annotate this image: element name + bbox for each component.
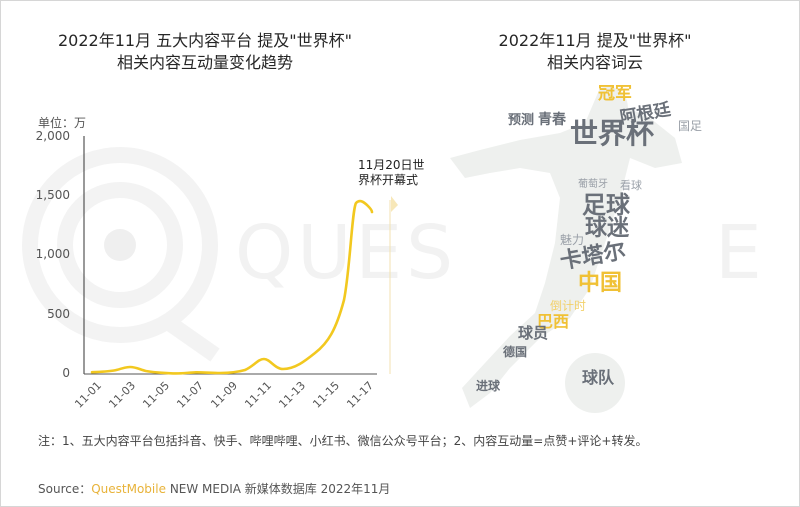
cloud-word: 看球 [620, 179, 642, 192]
cloud-word: 预测 [508, 113, 535, 128]
interaction-trend-line [90, 199, 374, 375]
cloud-word: 倒计时 [550, 299, 587, 313]
x-tick: 11-07 [174, 379, 206, 411]
x-tick: 11-05 [140, 379, 172, 411]
word-cloud-title-line2: 相关内容词云 [546, 53, 643, 72]
cloud-word: 巴西 [537, 312, 570, 331]
cloud-word: 球员 [518, 324, 549, 342]
y-tick: 1,500 [36, 188, 70, 202]
opening-ceremony-annotation: 11月20日世 界杯开幕式 [358, 158, 428, 188]
word-cloud: 世界杯 足球 球迷 卡塔尔 中国 阿根廷 国足 冠军 预测 青春 魅力 葡萄牙 … [450, 78, 750, 423]
player-silhouette [450, 86, 682, 413]
line-chart-title-line1: 2022年11月 五大内容平台 提及"世界杯" [58, 31, 352, 50]
cloud-word: 进球 [476, 379, 501, 393]
source-line: Source：QuestMobile NEW MEDIA 新媒体数据库 2022… [38, 480, 390, 497]
source-rest: NEW MEDIA 新媒体数据库 2022年11月 [169, 482, 391, 496]
x-tick: 11-17 [344, 379, 376, 411]
x-tick: 11-09 [208, 379, 240, 411]
cloud-word: 国足 [678, 119, 703, 133]
y-axis-unit-label: 单位：万 [38, 116, 87, 130]
y-tick: 0 [62, 366, 70, 380]
cloud-word: 魅力 [560, 233, 585, 247]
source-brand: QuestMobile [91, 482, 166, 496]
annotation-line2: 界杯开幕式 [358, 173, 419, 187]
source-prefix: Source： [38, 482, 92, 496]
y-tick: 2,000 [36, 129, 70, 143]
x-tick: 11-01 [72, 379, 104, 411]
event-marker-flag [391, 196, 398, 212]
word-cloud-title-line1: 2022年11月 提及"世界杯" [498, 31, 692, 50]
cloud-word: 德国 [503, 345, 528, 359]
cloud-word: 中国 [578, 271, 623, 296]
cloud-word: 球队 [582, 368, 615, 387]
y-tick: 1,000 [36, 247, 70, 261]
x-tick: 11-13 [276, 379, 308, 411]
line-chart-title-line2: 相关内容互动量变化趋势 [116, 53, 293, 72]
cloud-word: 球迷 [585, 216, 630, 241]
cloud-word: 世界杯 [570, 117, 655, 150]
word-cloud-title: 2022年11月 提及"世界杯" 相关内容词云 [430, 30, 760, 74]
x-tick: 11-15 [310, 379, 342, 411]
cloud-word: 青春 [538, 112, 566, 128]
x-tick: 11-03 [106, 379, 138, 411]
y-tick: 500 [47, 307, 70, 321]
footnote: 注：1、五大内容平台包括抖音、快手、哔哩哔哩、小红书、微信公众号平台；2、内容互… [38, 434, 648, 448]
cloud-word: 足球 [582, 191, 630, 219]
cloud-word: 冠军 [598, 84, 632, 104]
line-chart-title: 2022年11月 五大内容平台 提及"世界杯" 相关内容互动量变化趋势 [20, 30, 390, 74]
x-tick: 11-11 [242, 379, 274, 411]
annotation-line1: 11月20日世 [358, 158, 425, 172]
cloud-word: 葡萄牙 [578, 179, 608, 190]
